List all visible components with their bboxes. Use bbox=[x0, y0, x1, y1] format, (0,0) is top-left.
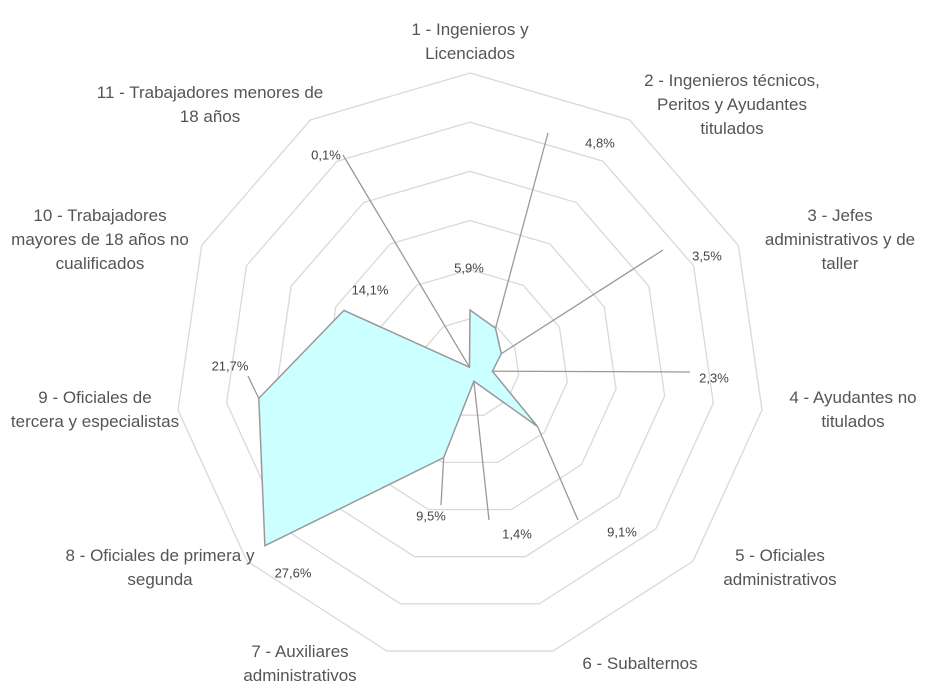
leader-line bbox=[500, 249, 664, 355]
value-label: 4,8% bbox=[585, 135, 615, 151]
value-label: 1,4% bbox=[502, 526, 532, 542]
leader-line bbox=[492, 370, 691, 373]
value-label: 14,1% bbox=[351, 282, 389, 298]
category-label: 10 - Trabajadores mayores de 18 años no … bbox=[11, 206, 189, 273]
category-label: 8 - Oficiales de primera y segunda bbox=[65, 546, 255, 589]
grid-ring bbox=[420, 318, 520, 416]
grid-ring bbox=[177, 72, 763, 652]
value-label: 3,5% bbox=[692, 248, 722, 264]
grid-ring bbox=[225, 121, 715, 605]
leader-line bbox=[247, 375, 260, 399]
grid-ring bbox=[274, 170, 666, 558]
value-label: 0,1% bbox=[311, 147, 341, 163]
leader-line bbox=[342, 154, 471, 368]
value-label: 5,9% bbox=[454, 260, 484, 276]
leader-line bbox=[494, 132, 549, 329]
leader-line bbox=[473, 381, 490, 521]
value-label: 9,1% bbox=[607, 524, 637, 540]
value-label: 27,6% bbox=[274, 565, 312, 581]
category-label: 7 - Auxiliares administrativos bbox=[243, 642, 357, 685]
category-label: 6 - Subalternos bbox=[582, 654, 698, 673]
category-label: 5 - Oficiales administrativos bbox=[723, 546, 837, 589]
grid-ring bbox=[323, 219, 617, 511]
leader-line bbox=[537, 426, 579, 521]
category-label: 3 - Jefes administrativos y de taller bbox=[764, 206, 916, 273]
category-label: 11 - Trabajadores menores de 18 años bbox=[96, 83, 324, 126]
data-area bbox=[258, 308, 539, 547]
category-label: 1 - Ingenieros y Licenciados bbox=[411, 20, 529, 63]
value-label: 21,7% bbox=[211, 358, 249, 374]
value-label: 2,3% bbox=[699, 370, 729, 386]
value-label: 9,5% bbox=[416, 508, 446, 524]
leader-line bbox=[440, 457, 445, 506]
category-label: 2 - Ingenieros técnicos, Peritos y Ayuda… bbox=[644, 71, 820, 138]
category-label: 4 - Ayudantes no titulados bbox=[789, 388, 917, 431]
category-label: 9 - Oficiales de tercera y especialistas bbox=[10, 388, 180, 431]
